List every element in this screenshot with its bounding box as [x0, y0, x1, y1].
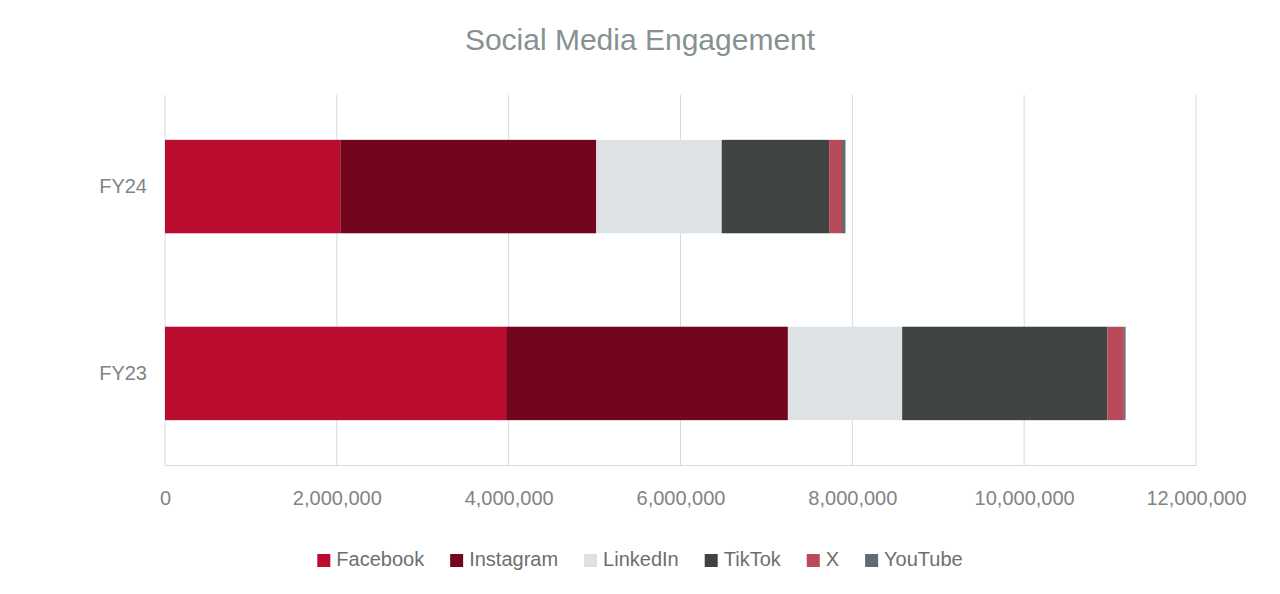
tick-label: 12,000,000 — [1146, 487, 1246, 509]
tick: 4,000,000 — [465, 465, 554, 509]
tick: 10,000,000 — [975, 465, 1075, 509]
bar — [1124, 327, 1126, 420]
bar — [829, 140, 842, 233]
tick: 2,000,000 — [293, 465, 382, 509]
y-axis: FY23 FY24 — [99, 175, 165, 384]
series — [722, 140, 1108, 420]
legend-label: Facebook — [336, 548, 425, 570]
legend-label: X — [826, 548, 839, 570]
tick-label: 8,000,000 — [808, 487, 897, 509]
series — [842, 140, 1126, 420]
tick: 6,000,000 — [637, 465, 726, 509]
legend-swatch — [450, 554, 463, 567]
chart: Social Media Engagement 0 2,000,000 4,000,0… — [0, 0, 1280, 594]
series — [596, 140, 902, 420]
tick-label: 4,000,000 — [465, 487, 554, 509]
bars — [165, 140, 1126, 420]
tick: FY23 — [99, 362, 165, 384]
grid-line — [1196, 95, 1197, 465]
legend-item: Facebook — [317, 548, 425, 570]
tick-label: FY24 — [99, 175, 147, 197]
bar — [596, 140, 721, 233]
axis-line — [166, 465, 1197, 466]
legend-item: Instagram — [450, 548, 558, 570]
tick-label: 2,000,000 — [293, 487, 382, 509]
legend-swatch — [584, 554, 597, 567]
legend-swatch — [807, 554, 820, 567]
bar — [165, 140, 340, 233]
title: Social Media Engagement — [465, 23, 816, 56]
legend-swatch — [317, 554, 330, 567]
bar — [842, 140, 845, 233]
legend-label: YouTube — [884, 548, 963, 570]
bar — [788, 327, 902, 420]
legend-swatch — [865, 554, 878, 567]
series — [829, 140, 1124, 420]
legend-label: Instagram — [469, 548, 558, 570]
tick: 8,000,000 — [808, 465, 897, 509]
legend-label: LinkedIn — [603, 548, 679, 570]
tick: 12,000,000 — [1146, 465, 1246, 509]
tick-label: FY23 — [99, 362, 147, 384]
bar — [340, 140, 596, 233]
tick: FY24 — [99, 175, 165, 197]
tick-label: 10,000,000 — [975, 487, 1075, 509]
bar — [165, 327, 506, 420]
legend-item: X — [807, 548, 839, 570]
tick: 0 — [160, 465, 171, 509]
bar — [1108, 327, 1124, 420]
legend-item: TikTok — [705, 548, 782, 570]
legend: Facebook Instagram LinkedIn TikTok X YouTube — [317, 548, 962, 570]
tick-label: 0 — [160, 487, 171, 509]
legend-swatch — [705, 554, 718, 567]
legend-item: YouTube — [865, 548, 963, 570]
tick-label: 6,000,000 — [637, 487, 726, 509]
legend-label: TikTok — [724, 548, 782, 570]
bar — [506, 327, 788, 420]
x-axis: 0 2,000,000 4,000,000 6,000,000 8,000,000 10,… — [160, 465, 1247, 509]
series — [340, 140, 788, 420]
legend-item: LinkedIn — [584, 548, 679, 570]
bar — [722, 140, 829, 233]
bar — [902, 327, 1107, 420]
grid — [165, 95, 1196, 465]
